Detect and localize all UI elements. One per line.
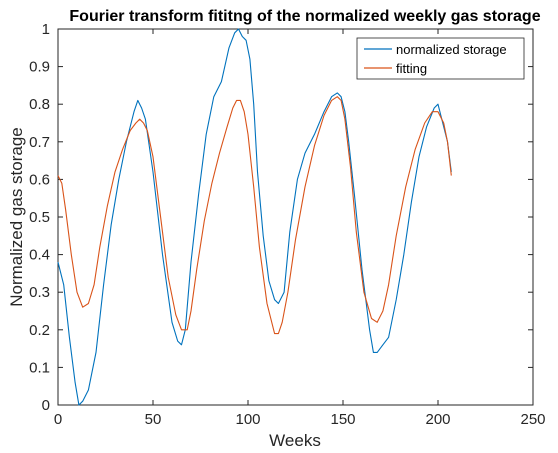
plot-area <box>57 28 534 406</box>
x-axis-label: Weeks <box>269 431 321 450</box>
y-tick-label: 0.3 <box>29 284 50 301</box>
y-tick-label: 0.8 <box>29 96 50 113</box>
chart-title: Fourier transform fititng of the normali… <box>69 8 540 25</box>
legend: normalized storage fitting <box>356 37 525 80</box>
y-tick-label: 0.9 <box>29 59 50 76</box>
x-tick-label: 100 <box>235 411 260 428</box>
legend-label: normalized storage <box>396 42 507 57</box>
y-tick-label: 0.4 <box>29 247 50 264</box>
series-line-fitting <box>57 96 452 335</box>
x-tick-label: 150 <box>330 411 355 428</box>
y-tick-label: 0.7 <box>29 134 50 151</box>
x-tick-label: 200 <box>425 411 450 428</box>
y-tick-label: 0.6 <box>29 171 50 188</box>
legend-label: fitting <box>396 61 427 76</box>
x-tick-label: 50 <box>145 411 162 428</box>
y-tick-label: 0.1 <box>29 359 50 376</box>
x-axis-ticks: 0 50 100 150 200 250 <box>54 29 546 428</box>
y-tick-label: 0 <box>42 397 50 414</box>
y-axis-label: Normalized gas storage <box>7 127 26 307</box>
y-tick-label: 0.5 <box>29 209 50 226</box>
series-lines <box>57 28 452 406</box>
y-tick-label: 1 <box>42 21 50 38</box>
legend-box <box>356 37 525 80</box>
y-tick-label: 0.2 <box>29 322 50 339</box>
x-tick-label: 0 <box>54 411 62 428</box>
y-axis-ticks: 0 0.1 0.2 0.3 0.4 0.5 0.6 0.7 0.8 0.9 1 <box>29 21 533 414</box>
x-tick-label: 250 <box>520 411 545 428</box>
